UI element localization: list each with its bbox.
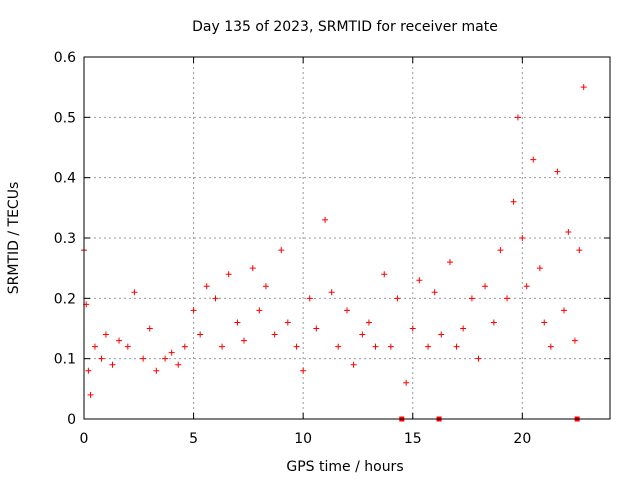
data-point <box>175 361 182 368</box>
data-point <box>497 247 504 254</box>
data-point <box>576 247 583 254</box>
data-point <box>547 343 554 350</box>
axis-ticks: 0 0.1 0.2 0.3 0.4 0.5 0.6 0 5 10 15 20 <box>54 50 610 447</box>
data-point <box>490 319 497 326</box>
y-tick-label: 0 <box>67 412 76 428</box>
data-point <box>153 367 160 374</box>
data-point <box>503 295 510 302</box>
data-point <box>140 355 147 362</box>
data-point <box>278 247 285 254</box>
grid-lines <box>84 57 610 419</box>
data-point <box>514 114 521 121</box>
data-point <box>387 343 394 350</box>
data-point <box>85 367 92 374</box>
data-point <box>365 319 372 326</box>
data-point <box>372 343 379 350</box>
data-point <box>219 343 226 350</box>
data-point <box>203 283 210 290</box>
x-tick-label: 5 <box>189 431 198 447</box>
data-point <box>394 295 401 302</box>
x-axis-label: GPS time / hours <box>286 459 403 475</box>
data-point <box>87 391 94 398</box>
data-point <box>262 283 269 290</box>
data-point <box>313 325 320 332</box>
data-point <box>425 343 432 350</box>
data-point <box>447 259 454 266</box>
data-point <box>197 331 204 338</box>
data-point <box>580 84 587 91</box>
data-point <box>460 325 467 332</box>
x-tick-label: 20 <box>513 431 531 447</box>
data-point <box>284 319 291 326</box>
x-tick-label: 10 <box>294 431 312 447</box>
data-point <box>438 331 445 338</box>
data-point <box>102 331 109 338</box>
y-tick-label: 0.1 <box>54 352 76 368</box>
data-point <box>98 355 105 362</box>
x-tick-label: 0 <box>80 431 89 447</box>
plot-frame <box>83 56 611 420</box>
data-point <box>403 379 410 386</box>
data-point <box>431 289 438 296</box>
data-point <box>225 271 232 278</box>
data-point <box>91 343 98 350</box>
y-tick-label: 0.6 <box>54 50 76 66</box>
data-point <box>240 337 247 344</box>
data-point <box>271 331 278 338</box>
data-point <box>523 283 530 290</box>
data-point <box>234 319 241 326</box>
data-point <box>109 361 116 368</box>
data-point <box>409 325 416 332</box>
data-point <box>541 319 548 326</box>
data-point <box>328 289 335 296</box>
data-point <box>530 156 537 163</box>
data-point <box>554 168 561 175</box>
data-point <box>571 337 578 344</box>
data-point <box>293 343 300 350</box>
y-tick-label: 0.4 <box>54 171 76 187</box>
data-point <box>565 228 572 235</box>
data-point <box>335 343 342 350</box>
data-point <box>322 216 329 223</box>
data-point <box>510 198 517 205</box>
data-point <box>131 289 138 296</box>
y-axis-label: SRMTID / TECUs <box>6 182 22 295</box>
data-point <box>300 367 307 374</box>
data-point <box>181 343 188 350</box>
data-point <box>468 295 475 302</box>
data-point <box>116 337 123 344</box>
data-point <box>124 343 131 350</box>
data-point <box>560 307 567 314</box>
data-point <box>475 355 482 362</box>
data-point <box>416 277 423 284</box>
data-point <box>381 271 388 278</box>
data-points <box>81 84 587 398</box>
data-point <box>256 307 263 314</box>
y-tick-label: 0.2 <box>54 291 76 307</box>
data-point <box>168 349 175 356</box>
data-point <box>359 331 366 338</box>
data-point <box>212 295 219 302</box>
data-point <box>344 307 350 314</box>
data-point <box>190 307 197 314</box>
y-tick-label: 0.5 <box>54 110 76 126</box>
data-point <box>350 361 357 368</box>
data-point <box>453 343 460 350</box>
data-point <box>482 283 489 290</box>
data-point <box>306 295 313 302</box>
x-tick-label: 15 <box>404 431 422 447</box>
data-point <box>536 265 543 272</box>
chart-title: Day 135 of 2023, SRMTID for receiver mat… <box>192 19 498 35</box>
data-point <box>146 325 153 332</box>
y-tick-label: 0.3 <box>54 231 76 247</box>
data-point <box>162 355 169 362</box>
data-point <box>519 235 526 241</box>
data-point <box>249 265 256 272</box>
